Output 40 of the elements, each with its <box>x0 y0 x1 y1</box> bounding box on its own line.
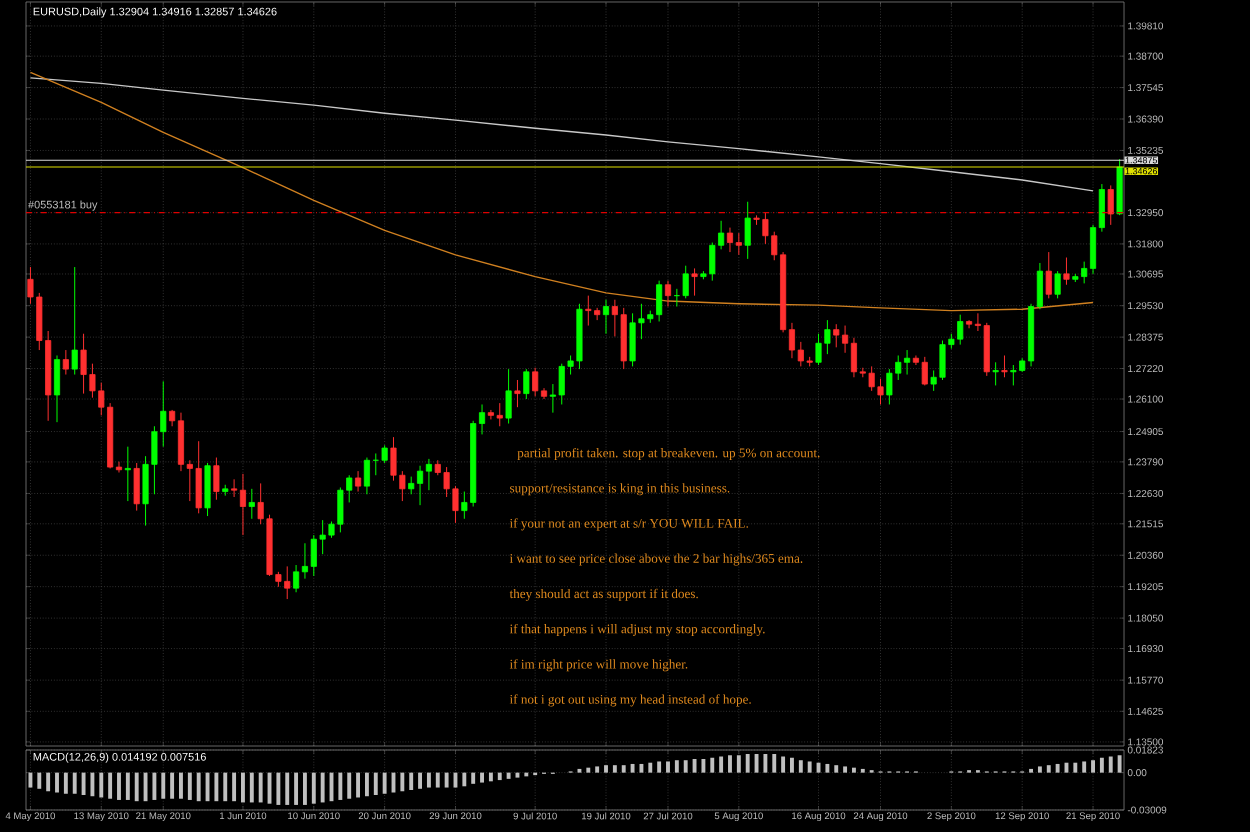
candlestick <box>726 227 734 253</box>
candlestick <box>62 349 69 376</box>
candlestick <box>532 367 539 397</box>
candlestick <box>177 412 185 472</box>
candlestick <box>833 323 840 348</box>
candlestick <box>239 473 247 536</box>
candlestick <box>1063 257 1070 286</box>
candlestick <box>620 307 627 370</box>
candlestick <box>992 361 999 386</box>
candlestick <box>363 457 370 495</box>
candlestick <box>664 280 672 308</box>
candlestick <box>355 470 362 493</box>
candlestick <box>496 402 503 427</box>
candlestick <box>248 488 255 520</box>
candlestick <box>602 299 610 335</box>
candlestick <box>204 462 211 517</box>
candlestick <box>1045 251 1052 299</box>
candlestick <box>744 201 751 260</box>
candlestick <box>505 368 512 425</box>
candlestick <box>71 266 78 376</box>
candlestick <box>53 354 61 423</box>
candlestick <box>293 564 300 593</box>
candlestick <box>735 232 742 256</box>
candlestick <box>682 265 689 299</box>
candlestick <box>585 295 592 327</box>
candlestick <box>1054 270 1061 299</box>
candlestick <box>1116 158 1123 216</box>
candlestick <box>1010 364 1017 386</box>
candlestick <box>983 322 990 377</box>
candlestick <box>1107 184 1114 226</box>
candlestick <box>195 440 202 514</box>
candlestick <box>425 458 432 491</box>
candlestick <box>691 267 698 297</box>
candlestick <box>124 446 131 502</box>
candlestick <box>523 368 530 400</box>
candlestick <box>213 457 220 501</box>
candlestick <box>514 379 521 408</box>
candlestick <box>1001 354 1008 378</box>
candlestick <box>133 462 140 512</box>
candlestick <box>921 356 928 386</box>
